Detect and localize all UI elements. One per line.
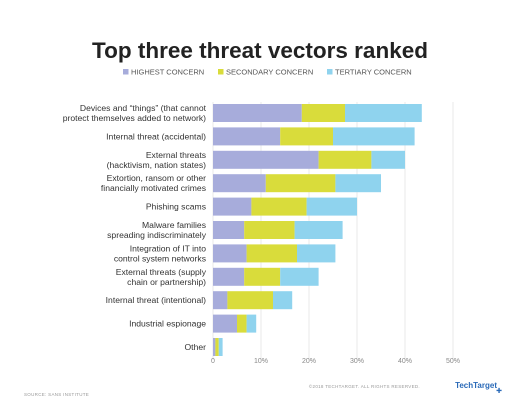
- bar-9-series-1: [237, 314, 247, 333]
- bar-1-series-2: [333, 127, 415, 146]
- brand-mark-icon: ✚: [496, 387, 502, 395]
- x-tick-label-0: 0: [211, 358, 215, 365]
- techtarget-logo: TechTarget ✚: [455, 381, 502, 395]
- bar-5-series-0: [213, 221, 245, 239]
- category-label-1-line-0: Internal threat (accidental): [106, 131, 206, 141]
- bar-4-series-0: [213, 197, 252, 216]
- brand-text: TechTarget: [455, 381, 497, 390]
- legend-swatch-2: [327, 69, 333, 75]
- category-label-9-line-0: Industrial espionage: [129, 319, 206, 329]
- bar-4-series-2: [306, 197, 357, 216]
- x-tick-label-1: 10%: [254, 358, 268, 365]
- legend-label-2: TERTIARY CONCERN: [335, 68, 412, 77]
- x-axis-ticks: 0 10% 20% 30% 40% 50%: [211, 358, 460, 365]
- bar-8-series-1: [227, 291, 273, 310]
- bar-10-series-2: [218, 338, 223, 356]
- category-label-5-line-0: Malware families: [142, 220, 206, 230]
- bar-6-series-2: [297, 244, 336, 263]
- bar-7-series-2: [280, 267, 319, 286]
- category-label-8-line-0: Internal threat (intentional): [106, 295, 206, 305]
- legend-swatch-0: [123, 69, 129, 75]
- category-labels: Devices and “things” (that cannotprotect…: [63, 103, 207, 352]
- category-label-5-line-1: spreading indiscriminately: [107, 230, 207, 240]
- bar-3-series-2: [335, 174, 381, 193]
- legend-label-0: HIGHEST CONCERN: [131, 68, 204, 77]
- bar-6-series-0: [213, 244, 247, 263]
- copyright-note: ©2018 TECHTARGET. ALL RIGHTS RESERVED.: [309, 383, 420, 389]
- bar-0-series-1: [301, 104, 345, 122]
- bar-2-series-2: [371, 150, 405, 169]
- category-label-0-line-1: protect themselves added to network): [63, 113, 206, 123]
- legend-label-1: SECONDARY CONCERN: [226, 68, 313, 77]
- x-tick-label-5: 50%: [446, 358, 460, 365]
- category-label-0-line-0: Devices and “things” (that cannot: [80, 103, 207, 113]
- bar-6-series-1: [246, 244, 297, 263]
- category-label-7-line-1: chain or partnership): [127, 277, 206, 287]
- category-label-7-line-0: External threats (supply: [116, 267, 207, 277]
- bar-10-series-1: [215, 338, 219, 356]
- bar-1-series-1: [280, 127, 333, 146]
- bar-7-series-1: [244, 267, 281, 286]
- category-label-2-line-1: (hacktivism, nation states): [107, 160, 206, 170]
- x-tick-label-2: 20%: [302, 358, 316, 365]
- bar-0-series-2: [345, 104, 422, 122]
- category-label-3-line-0: Extortion, ransom or other: [107, 173, 206, 183]
- bar-8-series-2: [273, 291, 293, 310]
- bar-2-series-0: [213, 150, 319, 169]
- bars: [213, 104, 422, 356]
- legend: HIGHEST CONCERN SECONDARY CONCERN TERTIARY…: [123, 68, 412, 77]
- x-tick-label-4: 40%: [398, 358, 412, 365]
- category-label-6-line-0: Integration of IT into: [130, 243, 206, 253]
- legend-swatch-1: [218, 69, 224, 75]
- bar-5-series-1: [244, 221, 295, 239]
- bar-3-series-1: [265, 174, 336, 193]
- chart-title: Top three threat vectors ranked: [92, 38, 428, 63]
- bar-3-series-0: [213, 174, 266, 193]
- bar-10-series-0: [213, 338, 216, 356]
- bar-2-series-1: [318, 150, 372, 169]
- source-note: SOURCE: SANS INSTITUTE: [24, 392, 89, 397]
- category-label-10-line-0: Other: [185, 342, 207, 352]
- bar-5-series-2: [294, 221, 343, 239]
- bar-8-series-0: [213, 291, 228, 310]
- category-label-2-line-0: External threats: [146, 150, 206, 160]
- bar-0-series-0: [213, 104, 302, 122]
- bar-1-series-0: [213, 127, 281, 146]
- bar-7-series-0: [213, 267, 245, 286]
- bar-9-series-2: [246, 314, 257, 333]
- bar-9-series-0: [213, 314, 237, 333]
- bar-4-series-1: [251, 197, 307, 216]
- x-tick-label-3: 30%: [350, 358, 364, 365]
- category-label-3-line-1: financially motivated crimes: [101, 183, 206, 193]
- category-label-6-line-1: control system networks: [114, 253, 206, 263]
- category-label-4-line-0: Phishing scams: [146, 202, 206, 212]
